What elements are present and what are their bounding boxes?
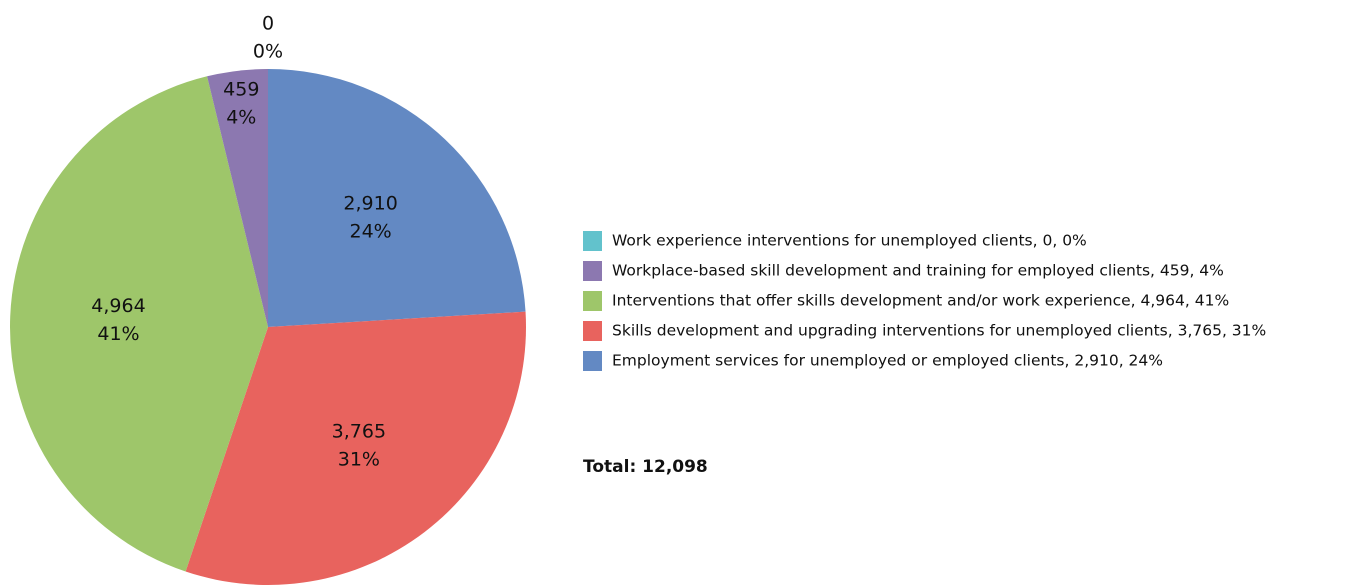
slice-percentage-label: 4% [226, 107, 256, 129]
slice-percentage-label: 31% [338, 448, 380, 470]
slice-percentage-label: 0% [253, 41, 283, 63]
slice-value-label: 4,964 [91, 295, 145, 317]
slice-value-label: 3,765 [332, 420, 386, 442]
legend-entry: Workplace-based skill development and tr… [612, 262, 1224, 280]
pie-slice [185, 311, 527, 585]
slice-percentage-label: 41% [97, 323, 139, 345]
total-annotation: Total: 12,098 [583, 457, 708, 477]
slice-percentage-label: 24% [350, 221, 392, 243]
legend-swatch [583, 351, 602, 371]
pie-slice [207, 69, 268, 327]
legend-swatch [583, 291, 602, 311]
legend-entry: Skills development and upgrading interve… [612, 322, 1266, 340]
legend-swatch [583, 261, 602, 281]
legend-swatch [583, 321, 602, 341]
legend-entry: Work experience interventions for unempl… [612, 232, 1087, 250]
pie-slice [9, 76, 268, 572]
legend-entry: Interventions that offer skills developm… [612, 292, 1229, 310]
legend-swatch [583, 231, 602, 251]
legend-entry: Employment services for unemployed or em… [612, 352, 1163, 370]
slice-value-label: 459 [223, 79, 259, 101]
pie-slice [268, 69, 526, 327]
slice-value-label: 2,910 [343, 193, 397, 215]
slice-value-label: 0 [262, 13, 274, 35]
